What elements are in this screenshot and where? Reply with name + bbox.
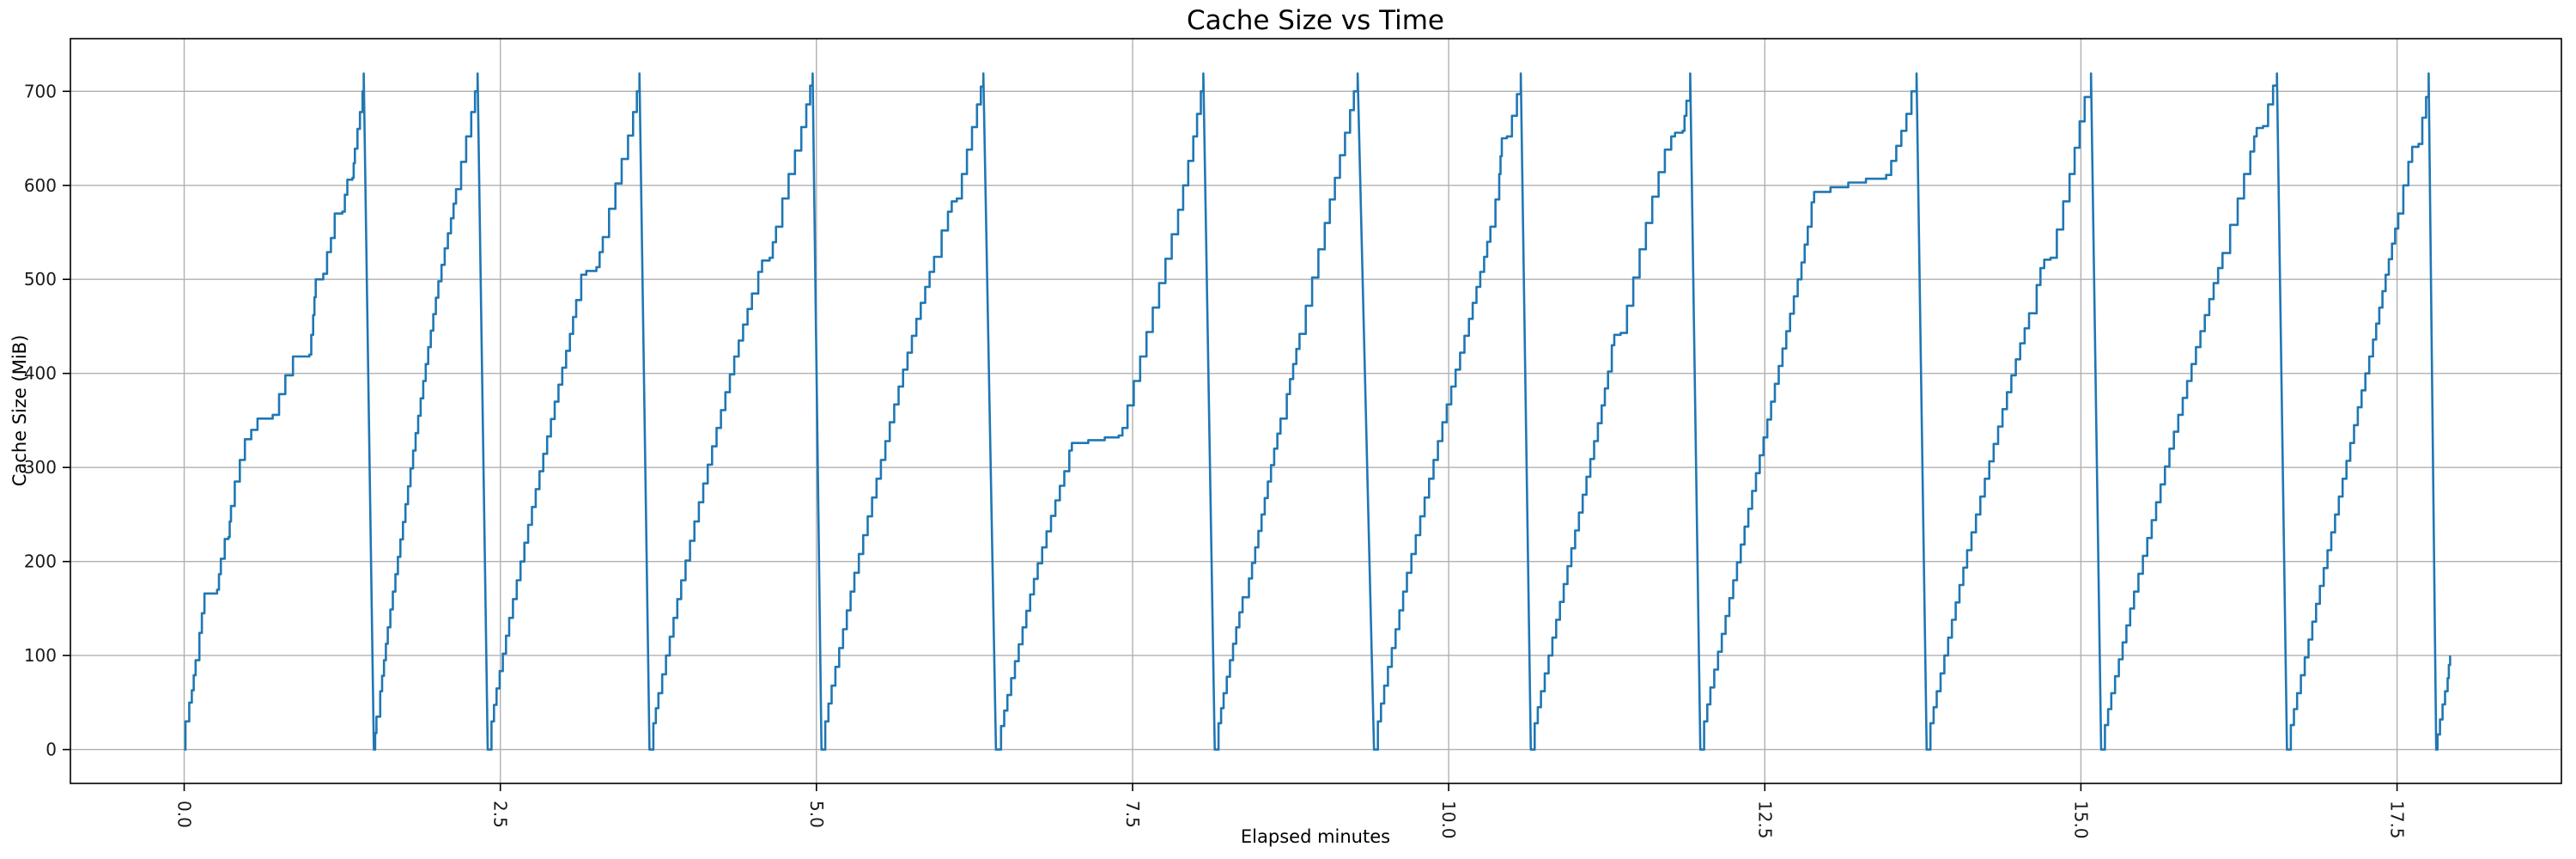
y-tick-label: 100 bbox=[24, 645, 57, 666]
y-tick-label: 600 bbox=[24, 175, 57, 196]
x-tick-label: 2.5 bbox=[490, 801, 511, 828]
chart-title: Cache Size vs Time bbox=[1187, 5, 1444, 36]
tick-marks bbox=[63, 90, 2398, 791]
y-tick-label: 700 bbox=[24, 81, 57, 101]
y-tick-label: 500 bbox=[24, 269, 57, 289]
x-axis-label: Elapsed minutes bbox=[1241, 826, 1390, 847]
y-axis-label: Cache Size (MiB) bbox=[9, 335, 30, 487]
x-tick-label: 7.5 bbox=[1122, 801, 1143, 828]
cache-size-line bbox=[184, 72, 2451, 751]
plot-area bbox=[70, 39, 2561, 783]
x-tick-label: 12.5 bbox=[1754, 801, 1775, 839]
x-tick-label: 0.0 bbox=[174, 801, 195, 828]
x-tick-label: 15.0 bbox=[2070, 801, 2091, 839]
plot-border bbox=[70, 38, 2562, 784]
x-tick-label: 10.0 bbox=[1438, 801, 1459, 839]
gridlines bbox=[70, 39, 2561, 783]
x-tick-label: 17.5 bbox=[2387, 801, 2408, 839]
y-tick-label: 300 bbox=[24, 457, 57, 478]
series-layer bbox=[184, 72, 2451, 751]
y-tick-label: 200 bbox=[24, 551, 57, 572]
y-tick-label: 0 bbox=[46, 740, 57, 760]
tick-labels: 0.0 2.5 5.0 7.5 10.0 12.5 15.0 17.5 0 100 200 300 40… bbox=[24, 81, 2408, 838]
y-tick-label: 400 bbox=[24, 363, 57, 384]
x-tick-label: 5.0 bbox=[806, 801, 827, 828]
